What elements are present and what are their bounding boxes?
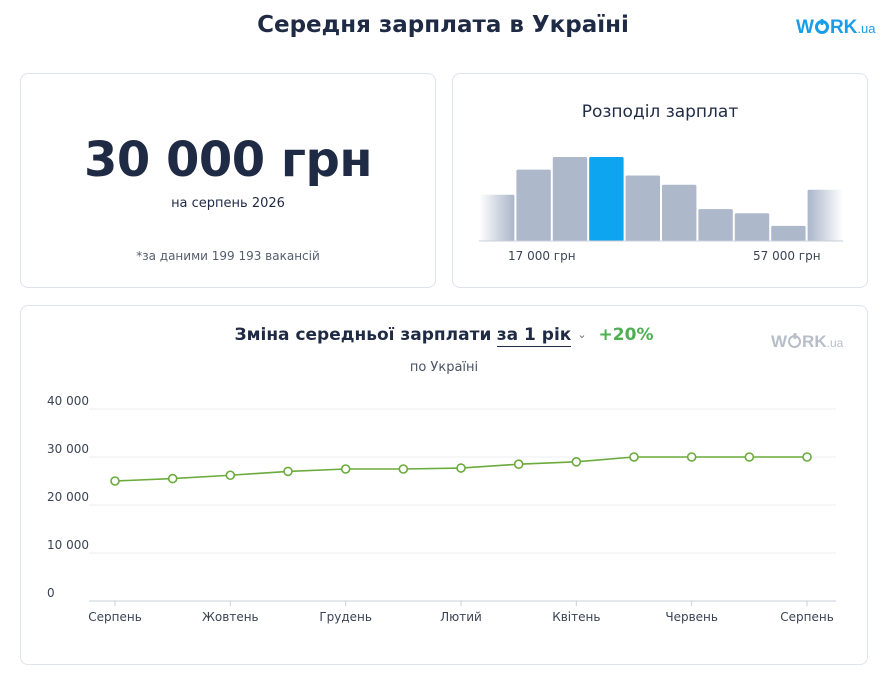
salary-line-chart: 0 10 000 20 000 30 000 40 000 Серпень Жовтень Г… — [47, 394, 836, 624]
histogram-bar[interactable] — [734, 213, 770, 241]
chart-subtitle: по Україні — [409, 360, 479, 375]
distribution-title: Розподіл зарплат — [581, 102, 739, 122]
y-tick-label: 40 000 — [47, 394, 89, 408]
growth-percent: +20% — [598, 325, 654, 345]
data-point[interactable] — [513, 459, 524, 469]
histogram-bar[interactable] — [552, 157, 588, 241]
y-tick-label: 20 000 — [47, 490, 89, 504]
x-tick-label: Серпень — [780, 610, 834, 624]
vacancies-note: *за даними 199 193 вакансій — [136, 249, 320, 263]
chart-title: Зміна середньої зарплати — [234, 325, 492, 345]
distribution-min-label: 17 000 грн — [508, 249, 576, 263]
data-point[interactable] — [686, 452, 697, 462]
x-tick-label: Червень — [665, 610, 718, 624]
histogram-bar[interactable] — [698, 209, 733, 241]
data-point[interactable] — [340, 464, 351, 474]
chevron-down-icon[interactable]: ⌄ — [577, 328, 587, 341]
y-tick-label: 30 000 — [47, 442, 89, 456]
x-tick-label: Грудень — [319, 610, 372, 624]
data-point[interactable] — [398, 464, 409, 474]
chart-heading: Зміна середньої зарплати за 1 рік ⌄ +20% — [21, 325, 867, 347]
logo-text-rk: RK — [829, 17, 858, 38]
x-tick-label: Лютий — [440, 610, 482, 624]
watermark-text-w: W — [771, 332, 788, 351]
y-tick-label: 0 — [47, 586, 55, 600]
distribution-card: Розподіл зарплат 17 000 грн 57 000 грн — [452, 73, 868, 288]
data-point[interactable] — [110, 476, 120, 486]
average-salary-value: 30 000 грн — [83, 132, 373, 188]
data-point[interactable] — [629, 452, 639, 462]
salary-trend-card: Зміна середньої зарплати за 1 рік ⌄ +20% п… — [20, 305, 868, 665]
x-tick-label: Серпень — [88, 610, 142, 624]
watermark-tld: .ua — [826, 336, 844, 350]
salary-card: 30 000 грн на серпень 2026 *за даними 19… — [20, 73, 436, 288]
watermark-power-icon — [788, 335, 802, 348]
work-ua-logo[interactable]: W RK.ua — [796, 17, 875, 39]
data-point[interactable] — [456, 463, 466, 473]
data-point[interactable] — [283, 466, 293, 477]
x-tick-label: Квітень — [552, 610, 600, 624]
salary-date: на серпень 2026 — [171, 196, 285, 211]
histogram-bar[interactable] — [662, 184, 697, 241]
histogram-bar[interactable] — [516, 169, 551, 241]
histogram-bar[interactable] — [771, 225, 806, 241]
histogram-bar[interactable] — [625, 175, 660, 241]
distribution-max-label: 57 000 грн — [753, 249, 821, 263]
logo-text-w: W — [796, 17, 814, 38]
page-title: Середня зарплата в Україні — [257, 12, 629, 38]
data-point[interactable] — [225, 470, 236, 481]
logo-tld: .ua — [857, 21, 876, 36]
distribution-histogram — [479, 157, 843, 244]
data-point[interactable] — [744, 452, 755, 462]
data-point[interactable] — [802, 452, 812, 462]
histogram-bar-current[interactable] — [589, 157, 624, 241]
histogram-right-fade — [809, 174, 843, 244]
data-point[interactable] — [571, 457, 582, 467]
work-ua-watermark-logo: W RK.ua — [771, 332, 843, 352]
data-point[interactable] — [167, 473, 178, 484]
histogram-left-fade — [479, 174, 513, 244]
watermark-text-rk: RK — [802, 332, 827, 351]
period-dropdown[interactable]: за 1 рік — [496, 325, 572, 347]
x-tick-label: Жовтень — [202, 610, 259, 624]
logo-power-icon — [814, 20, 829, 34]
y-tick-label: 10 000 — [47, 538, 89, 552]
